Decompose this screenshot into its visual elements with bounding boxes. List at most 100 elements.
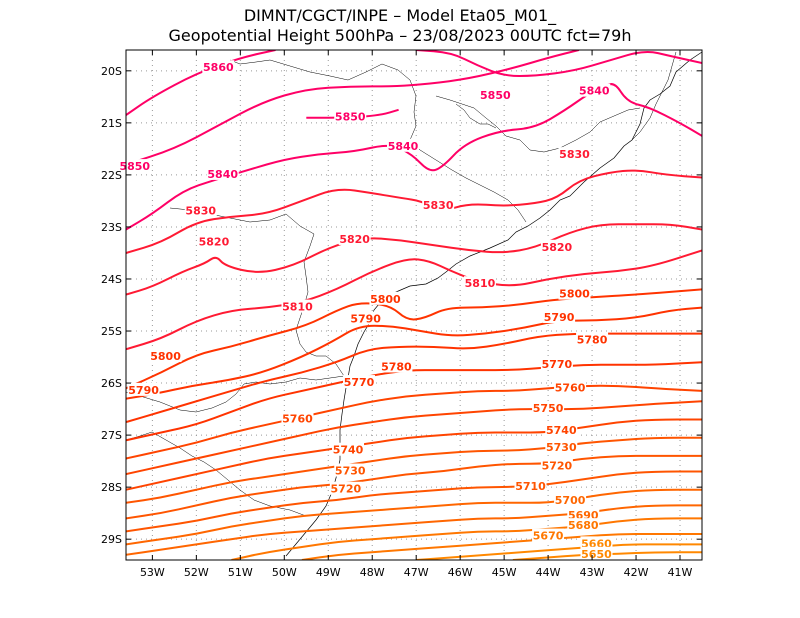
contour-label-bg	[567, 518, 600, 532]
lat-tick-label: 25S	[101, 325, 122, 338]
contour-label-bg	[334, 463, 367, 477]
contour-label-5800: 5800	[370, 293, 401, 306]
state-border-4	[229, 59, 527, 223]
contour-label-5850: 5850	[119, 160, 150, 173]
contour-label-bg	[576, 332, 609, 346]
contour-label-bg	[118, 159, 151, 173]
contour-label-5770: 5770	[542, 358, 573, 371]
lon-tick-label: 43W	[580, 566, 605, 579]
contour-label-bg	[479, 87, 512, 101]
contour-label-bg	[349, 311, 382, 325]
contour-label-5740: 5740	[546, 424, 577, 437]
contour-label-bg	[369, 291, 402, 305]
contour-label-bg	[463, 276, 496, 290]
lat-tick-label: 21S	[101, 117, 122, 130]
lat-tick-label: 27S	[101, 429, 122, 442]
contour-line-5800	[126, 288, 702, 390]
contour-label-bg	[580, 536, 613, 550]
axis-layer: 20S 21S 22S 23S 24S 25S 26S 27S 28S 29S 53W 52W 51W 5…	[101, 50, 702, 579]
contour-label-5810: 5810	[465, 277, 496, 290]
chart-title-line2: Geopotential Height 500hPa – 23/08/2023 …	[168, 26, 632, 45]
lat-tick-label: 26S	[101, 377, 122, 390]
coastline	[285, 51, 702, 557]
contour-line-5730	[126, 436, 702, 504]
contour-line-5810	[126, 249, 702, 351]
contour-label-5850: 5850	[480, 89, 511, 102]
contour-line-5750	[126, 400, 702, 476]
contour-label-5730: 5730	[546, 441, 577, 454]
lat-tick-label: 28S	[101, 481, 122, 494]
contour-label-bg	[197, 234, 230, 248]
contour-label-bg	[540, 239, 573, 253]
contour-label-bg	[567, 507, 600, 521]
lat-tick-label: 22S	[101, 169, 122, 182]
contour-label-bg	[540, 356, 573, 370]
state-border-3	[169, 207, 345, 377]
contour-line-5850	[416, 50, 702, 78]
contour-label-bg	[578, 83, 611, 97]
contour-line-5790	[126, 306, 702, 400]
contour-label-5720: 5720	[331, 483, 362, 496]
contour-label-bg	[184, 203, 217, 217]
contour-label-5650: 5650	[581, 548, 612, 561]
contour-label-5700: 5700	[555, 494, 586, 507]
contour-label-bg	[422, 198, 455, 212]
contour-line-5680	[231, 517, 702, 560]
contour-label-bg	[543, 310, 576, 324]
contour-label-bg	[343, 375, 376, 389]
contour-label-bg	[558, 286, 591, 300]
contour-label-5790: 5790	[128, 384, 159, 397]
contour-label-bg	[127, 382, 160, 396]
grid-layer	[126, 50, 702, 560]
lon-tick-label: 52W	[184, 566, 209, 579]
contour-label-5760: 5760	[282, 412, 313, 425]
contour-label-5840: 5840	[388, 140, 419, 153]
contour-label-bg	[545, 422, 578, 436]
contour-label-bg	[514, 479, 547, 493]
contour-label-5770: 5770	[344, 376, 375, 389]
contour-label-5720: 5720	[542, 459, 573, 472]
contour-label-5750: 5750	[533, 402, 564, 415]
lat-tick-label: 20S	[101, 65, 122, 78]
contour-label-bg	[558, 147, 591, 161]
contour-line-5740	[126, 418, 702, 491]
contour-label-5800: 5800	[150, 350, 181, 363]
lon-tick-label: 41W	[668, 566, 693, 579]
lon-tick-label: 48W	[360, 566, 385, 579]
contour-label-bg	[281, 299, 314, 313]
contour-label-bg	[332, 442, 365, 456]
plot-frame	[125, 49, 703, 561]
contour-label-bg	[554, 493, 587, 507]
contour-label-5730: 5730	[335, 465, 366, 478]
contour-label-layer: 5860 5850 5850 5850 5840 5840 5840 5830 5830 5830…	[118, 60, 613, 561]
contour-label-5710: 5710	[515, 480, 546, 493]
contour-label-5670: 5670	[533, 530, 564, 543]
contour-label-5790: 5790	[350, 313, 381, 326]
lon-tick-label: 46W	[448, 566, 473, 579]
contour-label-bg	[580, 546, 613, 560]
contour-label-bg	[380, 359, 413, 373]
lon-tick-label: 50W	[272, 566, 297, 579]
contour-label-5830: 5830	[559, 148, 590, 161]
contour-label-bg	[387, 138, 420, 152]
contour-label-5780: 5780	[577, 333, 608, 346]
contour-label-5820: 5820	[199, 236, 230, 249]
contour-line-5860	[126, 50, 276, 116]
state-border-6	[631, 51, 677, 141]
contour-label-bg	[202, 60, 235, 74]
state-border-5	[435, 95, 641, 153]
river-1	[455, 103, 497, 129]
contour-label-bg	[540, 458, 573, 472]
contour-line-5710	[126, 470, 702, 533]
lon-tick-label: 45W	[492, 566, 517, 579]
contour-line-5780	[126, 332, 702, 424]
contour-label-5760: 5760	[555, 381, 586, 394]
contour-line-5670	[301, 533, 702, 560]
contour-label-5850: 5850	[335, 111, 366, 124]
contour-label-5790: 5790	[544, 311, 575, 324]
contour-line-5850	[126, 50, 580, 166]
contour-label-5740: 5740	[333, 444, 364, 457]
contour-label-bg	[532, 401, 565, 415]
contour-label-bg	[334, 109, 367, 123]
